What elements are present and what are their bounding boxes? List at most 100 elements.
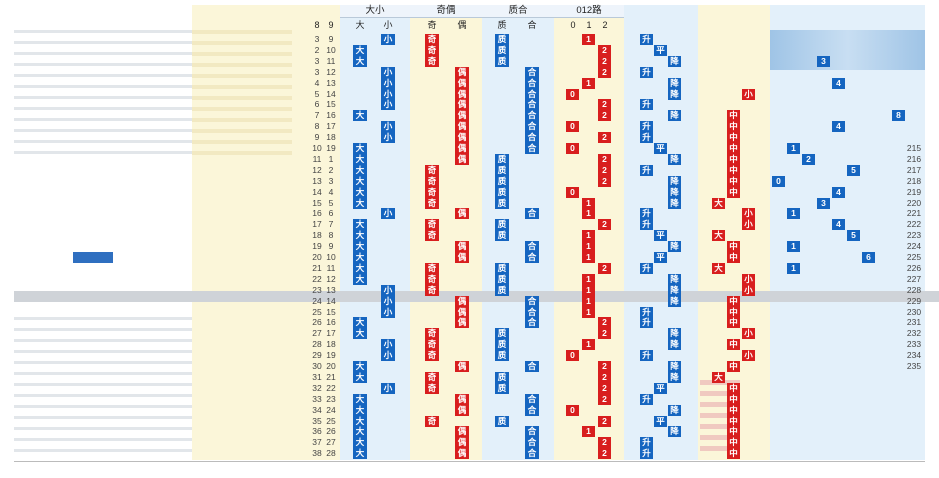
zhong-ball: 中	[727, 175, 740, 187]
row-issue	[73, 165, 113, 176]
subheader-composite: 合	[527, 20, 537, 30]
zhong-ball: 中	[727, 404, 740, 416]
trend-ball: 升	[640, 164, 653, 176]
trend-ball: 升	[640, 448, 653, 460]
digit9-miss: 19	[326, 143, 336, 153]
digit9-miss: 15	[326, 306, 336, 317]
route-ball-2: 2	[598, 132, 611, 144]
size-small-ball: 小	[381, 339, 395, 351]
zhong-ball: 中	[727, 132, 740, 144]
prime-ball: 质	[495, 34, 509, 45]
row-date	[17, 219, 71, 230]
even-ball: 偶	[455, 426, 469, 438]
size-big-ball: 大	[353, 448, 367, 460]
even-ball: 偶	[455, 437, 469, 449]
blurred-top-digits	[192, 30, 292, 160]
composite-ball: 合	[525, 121, 539, 133]
size-big-ball: 大	[353, 371, 367, 383]
subheader-big: 大	[355, 20, 365, 30]
digit8-miss: 30	[312, 361, 322, 371]
row-hint	[120, 252, 148, 263]
row-issue	[73, 263, 113, 274]
zhong-ball: 中	[727, 415, 740, 427]
row-number	[158, 241, 190, 252]
prime-comp-zone	[482, 5, 554, 460]
trend-ball: 降	[668, 284, 681, 296]
prime-ball: 质	[495, 44, 509, 56]
digit9-miss: 27	[326, 437, 336, 448]
route-ball-1: 1	[582, 34, 595, 45]
digit9-miss: 18	[326, 339, 336, 350]
row-date	[17, 198, 71, 209]
composite-ball: 合	[525, 448, 539, 460]
zhong-ball: 大	[712, 371, 725, 383]
digit8-miss: 24	[312, 295, 322, 306]
row-issue	[73, 252, 113, 263]
size-big-ball: 大	[353, 110, 367, 122]
odd-ball: 奇	[425, 230, 439, 242]
trend-ball: 平	[654, 252, 667, 263]
blurred-bottom-left	[14, 317, 192, 457]
digit8-miss: 20	[312, 252, 322, 262]
trend-ball: 升	[640, 350, 653, 362]
trend-ball: 升	[640, 317, 653, 329]
route-ball-1: 1	[582, 208, 595, 220]
composite-ball: 合	[525, 143, 539, 154]
digit8-miss: 29	[312, 350, 322, 361]
size-big-ball: 大	[353, 55, 367, 67]
subheader-even: 偶	[457, 20, 467, 30]
zhong-ball: 中	[727, 393, 740, 405]
digit8-miss: 11	[312, 153, 322, 164]
route-ball-1: 1	[582, 252, 595, 263]
trend-ball: 升	[640, 219, 653, 231]
odd-ball: 奇	[425, 415, 439, 427]
digit9-miss: 17	[326, 328, 336, 339]
row-hint	[120, 198, 148, 209]
size-small-ball: 小	[381, 208, 395, 220]
prime-ball: 质	[495, 262, 509, 274]
digit9-miss: 10	[326, 252, 336, 262]
prime-ball: 质	[495, 350, 509, 362]
row-date	[17, 241, 71, 252]
right-zone-ball: 4	[832, 186, 845, 198]
odd-even-zone	[410, 5, 482, 460]
row-number	[158, 176, 190, 187]
row-date	[17, 263, 71, 274]
row-number	[158, 187, 190, 198]
route-ball-1: 1	[582, 306, 595, 318]
digit8-miss: 7	[314, 110, 320, 121]
period-count: 220	[906, 197, 922, 208]
trend-ball: 升	[640, 393, 653, 405]
digit9-miss: 24	[326, 404, 336, 415]
zhong-ball: 中	[727, 426, 740, 438]
trend-ball: 升	[640, 306, 653, 318]
odd-ball: 奇	[425, 350, 439, 362]
row-date	[17, 154, 71, 165]
digit8-miss: 18	[312, 230, 322, 241]
prime-ball: 质	[495, 273, 509, 285]
row-hint	[120, 165, 148, 176]
prime-ball: 质	[495, 164, 509, 176]
composite-ball: 合	[525, 252, 539, 263]
odd-ball: 奇	[425, 175, 439, 187]
period-count: 235	[906, 361, 922, 371]
even-ball: 偶	[455, 132, 469, 144]
digit9-miss: 11	[326, 262, 336, 273]
route-ball-2: 2	[598, 317, 611, 329]
digit9-miss: 5	[328, 197, 334, 208]
row-date	[17, 187, 71, 198]
odd-ball: 奇	[425, 44, 439, 56]
zhong-ball: 小	[742, 328, 755, 340]
route-ball-1: 1	[582, 339, 595, 351]
size-big-ball: 大	[353, 252, 367, 263]
digit9-miss: 12	[326, 273, 336, 284]
digit8-miss: 26	[312, 317, 322, 328]
even-ball: 偶	[455, 317, 469, 329]
prime-ball: 质	[495, 197, 509, 209]
prime-ball: 质	[495, 371, 509, 383]
odd-ball: 奇	[425, 55, 439, 67]
row-issue	[73, 176, 113, 187]
size-small-ball: 小	[381, 295, 395, 307]
digit8-miss: 9	[314, 132, 320, 143]
trend-ball: 升	[640, 437, 653, 449]
